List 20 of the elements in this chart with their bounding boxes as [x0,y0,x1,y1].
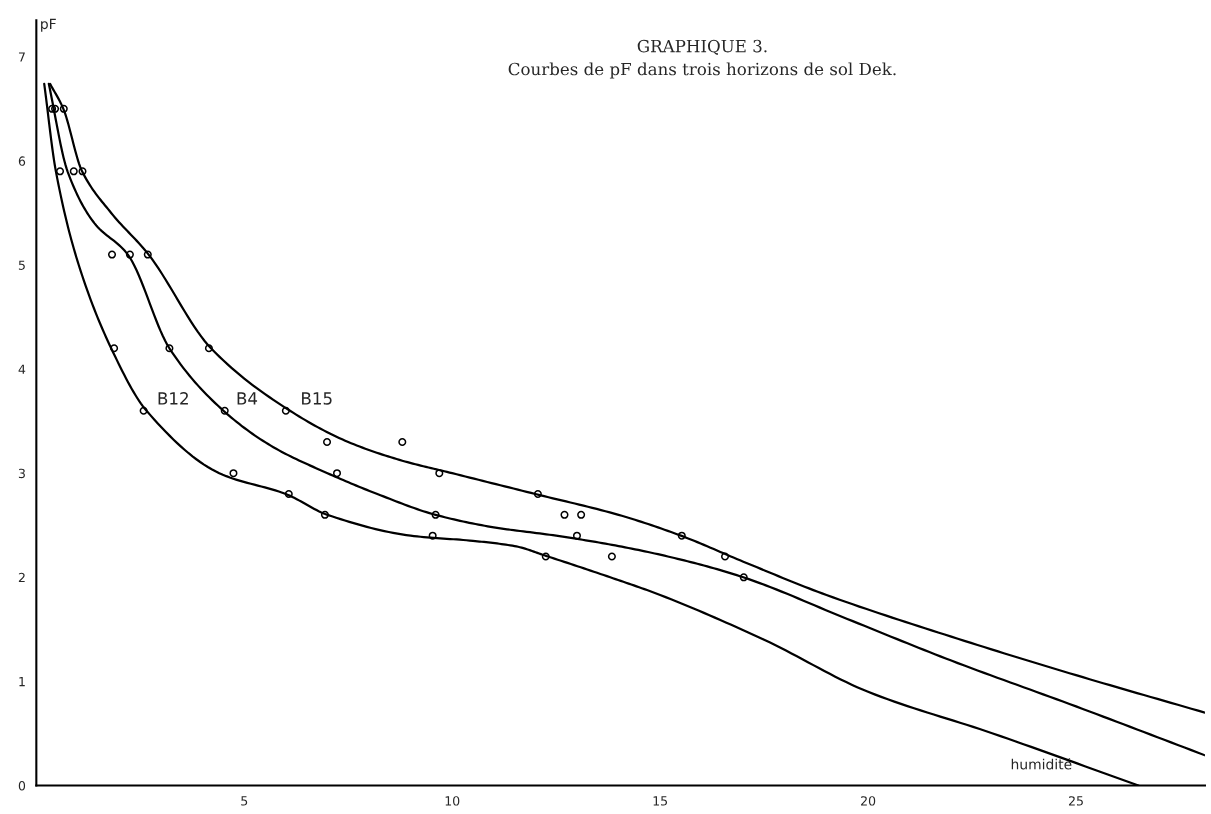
y-tick-label: 3 [18,468,25,479]
y-tick-label: 6 [18,156,26,166]
y-tick-label: 7 [18,52,25,62]
x-tick-label: 10 [445,796,460,806]
x-axis-title: humidité [1011,758,1072,770]
text: Courbes de pF dans trois horizons de sol Dek. [508,62,896,79]
annotation: B4 [237,392,258,405]
x-tick-label: 25 [1068,796,1083,806]
y-tick-label: 0 [18,780,26,791]
y-tick-label: 4 [18,364,26,374]
x-tick-label: 20 [861,796,876,806]
y-tick-label: 2 [18,572,25,583]
x-tick-label: 5 [241,796,248,806]
y-axis-title: pF [41,18,56,32]
y-tick-label: 1 [19,677,25,687]
y-tick-label: 5 [18,260,25,270]
annotation: B15 [302,392,332,405]
annotation: B12 [158,392,188,405]
x-tick-label: 15 [653,796,668,806]
text: GRAPHIQUE 3. [637,39,767,55]
